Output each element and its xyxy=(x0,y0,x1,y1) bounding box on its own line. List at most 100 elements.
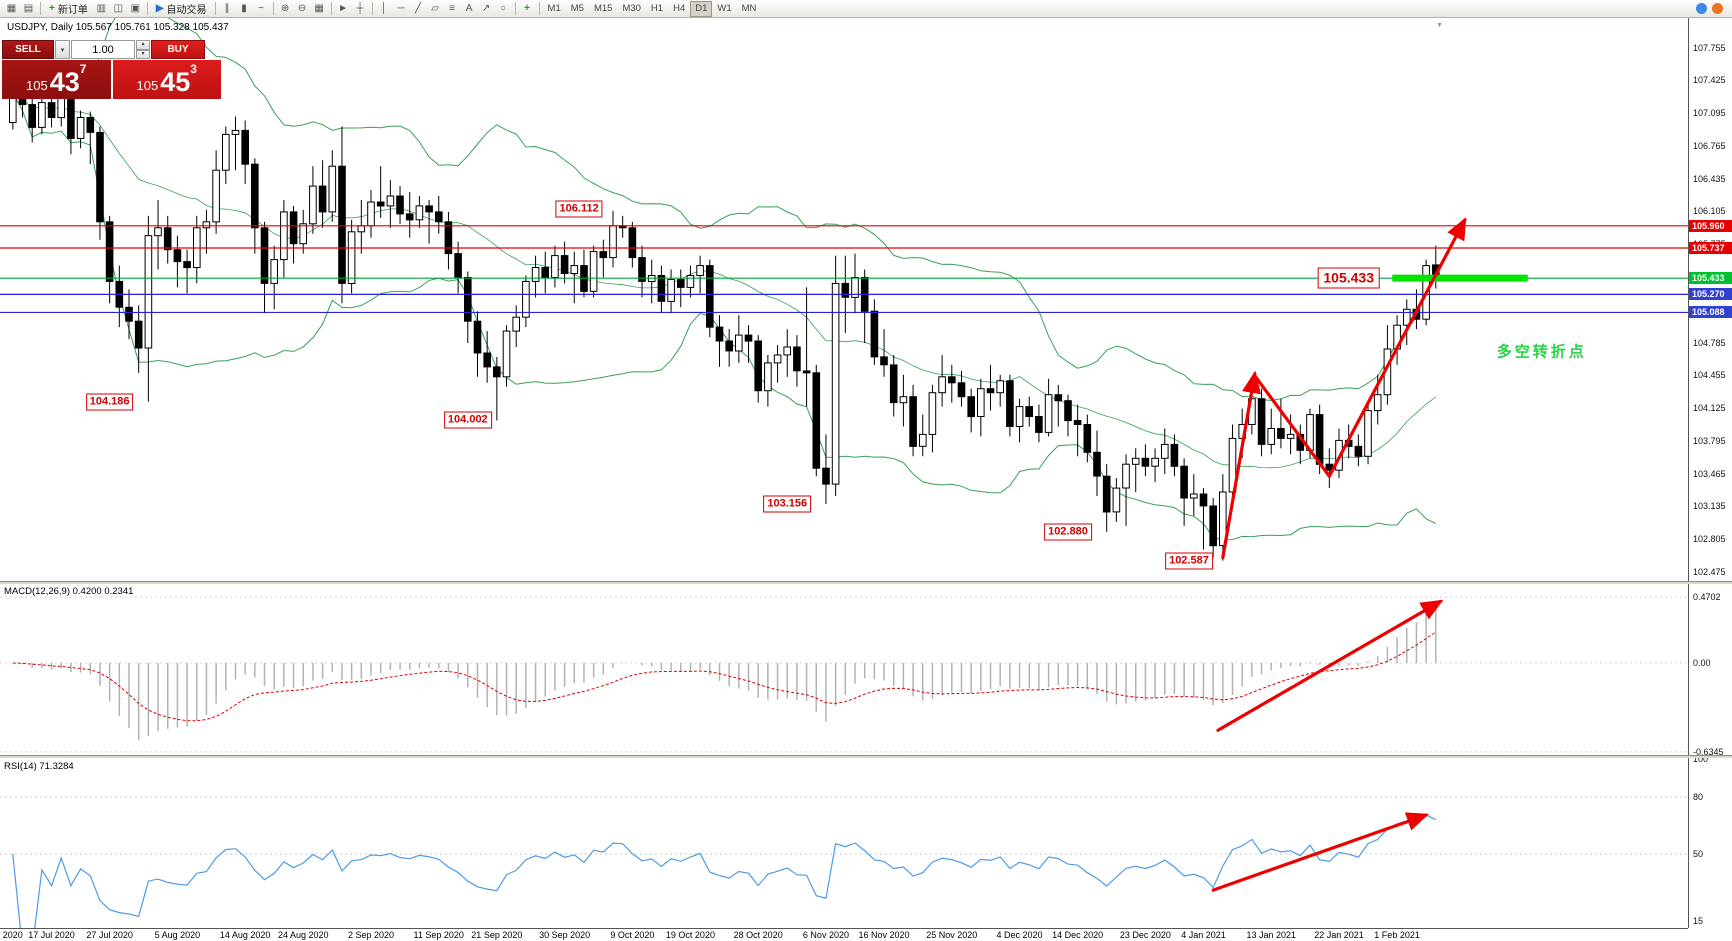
alerts-icon[interactable] xyxy=(1712,3,1723,14)
crosshair-icon[interactable]: ┼ xyxy=(356,3,364,14)
price-annotation[interactable]: 102.587 xyxy=(1165,552,1213,570)
date-tick-label: 1 Feb 2021 xyxy=(1374,930,1420,940)
autotrading-button-label: 自动交易 xyxy=(166,5,207,16)
macd-tick-label: 0.00 xyxy=(1693,658,1711,668)
sell-price-digits: 43 xyxy=(49,67,80,98)
sell-price-prefix: 105 xyxy=(26,78,48,93)
tile-windows-icon[interactable]: ▦ xyxy=(314,3,324,14)
price-level-badge: 105.960 xyxy=(1689,219,1732,232)
date-tick-label: 19 Oct 2020 xyxy=(665,930,715,940)
date-tick-label: 25 Nov 2020 xyxy=(926,930,978,940)
timeframe-m1-button[interactable]: M1 xyxy=(547,3,561,14)
new-order-button[interactable]: + 新订单 xyxy=(44,1,93,16)
volume-decrease-button[interactable]: ▾ xyxy=(136,49,150,59)
buy-price-pip: 3 xyxy=(190,62,197,76)
price-tick-label: 103.135 xyxy=(1693,501,1726,512)
date-tick-label: 2 Sep 2020 xyxy=(347,930,395,940)
price-level-badge: 105.737 xyxy=(1689,241,1732,254)
horizontal-line-icon[interactable]: ─ xyxy=(397,3,405,14)
macd-tick-label: -0.6345 xyxy=(1693,746,1724,757)
price-annotation[interactable]: 104.002 xyxy=(443,411,492,429)
chart-window: USDJPY, Daily 105.567 105.761 105.328 10… xyxy=(0,18,1732,941)
autotrading-button[interactable]: ▶ 自动交易 xyxy=(151,1,212,16)
date-tick-label: 6 Nov 2020 xyxy=(802,930,849,940)
sell-button[interactable]: SELL xyxy=(2,40,54,59)
panel-splitter[interactable] xyxy=(0,755,1732,758)
rsi-label: RSI(14) 71.3284 xyxy=(4,761,74,772)
date-tick-label: 4 Dec 2020 xyxy=(996,930,1043,940)
market-watch-icon[interactable]: ▥ xyxy=(96,3,107,14)
timeframe-m30-button[interactable]: M30 xyxy=(622,3,641,14)
vertical-line-icon[interactable]: │ xyxy=(380,3,388,14)
indicators-icon[interactable]: + xyxy=(524,3,530,14)
date-tick-label: 23 Dec 2020 xyxy=(1119,930,1171,940)
timeframe-h1-button[interactable]: H1 xyxy=(650,3,664,14)
price-level-badge: 105.270 xyxy=(1689,288,1732,301)
price-tick-label: 104.455 xyxy=(1693,370,1726,381)
trendline-icon[interactable]: ╱ xyxy=(415,3,422,14)
price-tick-label: 106.105 xyxy=(1693,206,1726,217)
price-annotation[interactable]: 104.186 xyxy=(85,393,134,411)
timeframe-m15-button[interactable]: M15 xyxy=(593,3,613,14)
arrows-tool-icon[interactable]: ↗ xyxy=(481,3,491,14)
sell-price-box[interactable]: 105 43 7 xyxy=(2,60,111,99)
bar-chart-icon[interactable]: ∥ xyxy=(224,3,230,14)
date-tick-label: 22 Jan 2021 xyxy=(1314,930,1364,940)
autotrading-icon: ▶ xyxy=(155,3,164,14)
price-tick-label: 104.125 xyxy=(1693,403,1726,414)
timeframe-d1-button[interactable]: D1 xyxy=(690,0,713,17)
chart-title: USDJPY, Daily 105.567 105.761 105.328 10… xyxy=(7,22,229,33)
date-tick-label: 4 Jan 2021 xyxy=(1181,930,1226,940)
volume-spinner: ▴ ▾ xyxy=(136,40,150,59)
zoom-in-icon[interactable]: ⊕ xyxy=(280,3,290,14)
line-chart-icon[interactable]: ~ xyxy=(258,3,264,14)
date-tick-label: 24 Aug 2020 xyxy=(277,930,329,940)
new-order-icon: + xyxy=(49,3,55,14)
price-tick-label: 107.755 xyxy=(1693,42,1726,53)
one-click-trading-panel: SELL ▾ ▴ ▾ BUY 105 43 7 105 45 3 xyxy=(2,40,221,99)
zoom-out-icon[interactable]: ⊖ xyxy=(297,3,307,14)
cursor-icon[interactable]: ► xyxy=(338,3,348,14)
data-window-icon[interactable]: ◫ xyxy=(113,3,124,14)
price-annotation[interactable]: 102.880 xyxy=(1044,523,1092,541)
volume-increase-button[interactable]: ▴ xyxy=(136,40,150,50)
main-toolbar: ▦ ▤ + 新订单 ▥ ◫ ▣ ▶ 自动交易 ∥ ▮ ~ ⊕ ⊖ ▦ ► ┼ │ ─ ╱ ▱ ≡ A ↗ ○ + M1 M5 M15 M3… xyxy=(0,0,1732,18)
candlestick-icon[interactable]: ▮ xyxy=(241,3,247,14)
date-tick-label: 14 Dec 2020 xyxy=(1052,930,1104,940)
candlestick-chart-canvas[interactable] xyxy=(0,18,1688,928)
new-chart-icon[interactable]: ▦ xyxy=(6,3,17,14)
volume-input[interactable] xyxy=(71,40,135,59)
price-tick-label: 102.805 xyxy=(1693,534,1726,545)
time-scale[interactable]: ul 2020 17 Jul 2020 27 Jul 2020 5 Aug 2020 1… xyxy=(0,928,1688,941)
panel-splitter[interactable] xyxy=(0,581,1732,584)
price-annotation[interactable]: 105.433 xyxy=(1317,267,1380,289)
date-tick-label: ul 2020 xyxy=(0,930,23,940)
new-order-button-label: 新订单 xyxy=(57,5,88,16)
timeframe-h4-button[interactable]: H4 xyxy=(673,3,686,14)
mql5-community-icon[interactable] xyxy=(1696,3,1707,14)
fibonacci-icon[interactable]: ≡ xyxy=(449,3,455,14)
chart-shift-marker: ▼ xyxy=(1436,22,1443,29)
buy-button[interactable]: BUY xyxy=(151,40,205,59)
macd-tick-label: 0.4702 xyxy=(1693,592,1721,603)
buy-price-box[interactable]: 105 45 3 xyxy=(112,60,221,99)
rsi-tick-label: 80 xyxy=(1693,792,1704,802)
date-tick-label: 9 Oct 2020 xyxy=(610,930,655,940)
price-annotation[interactable]: 106.112 xyxy=(555,200,603,218)
timeframe-mn-button[interactable]: MN xyxy=(741,3,757,14)
rsi-tick-label: 50 xyxy=(1693,849,1704,859)
shapes-icon[interactable]: ○ xyxy=(500,3,507,14)
price-annotation[interactable]: 103.156 xyxy=(763,495,812,513)
price-tick-label: 106.435 xyxy=(1693,173,1726,184)
text-icon[interactable]: A xyxy=(465,3,473,14)
timeframe-m5-button[interactable]: M5 xyxy=(570,3,584,14)
navigator-icon[interactable]: ▣ xyxy=(130,3,141,14)
chart-profiles-icon[interactable]: ▤ xyxy=(23,3,34,14)
sell-price-pip: 7 xyxy=(79,62,87,76)
price-tick-label: 102.475 xyxy=(1693,567,1726,577)
volume-dropdown-button[interactable]: ▾ xyxy=(55,40,70,59)
timeframe-w1-button[interactable]: W1 xyxy=(717,3,732,14)
equidistant-channel-icon[interactable]: ▱ xyxy=(431,3,439,14)
turning-point-label[interactable]: 多空转折点 xyxy=(1496,343,1587,361)
price-scale[interactable]: 107.755 107.425 107.095 106.765 106.435 106.1… xyxy=(1688,18,1732,928)
